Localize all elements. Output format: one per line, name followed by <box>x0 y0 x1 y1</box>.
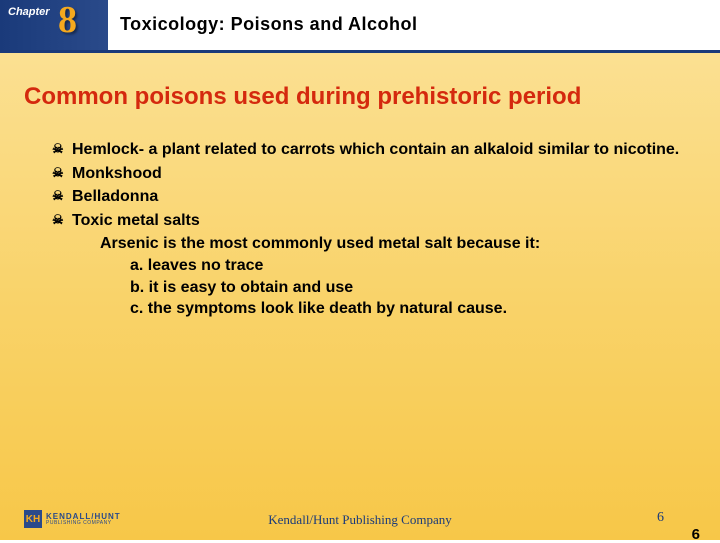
bullet-icon: ☠ <box>52 163 72 181</box>
bullet-text: Hemlock- a plant related to carrots whic… <box>72 139 679 161</box>
bullet-text: Belladonna <box>72 186 158 208</box>
chapter-label: Chapter <box>8 6 50 18</box>
bullet-text: Toxic metal salts <box>72 210 200 232</box>
bullet-list: ☠ Hemlock- a plant related to carrots wh… <box>52 139 696 320</box>
content-area: Common poisons used during prehistoric p… <box>0 53 720 540</box>
logo-sub: PUBLISHING COMPANY <box>46 521 121 526</box>
bullet-icon: ☠ <box>52 139 72 157</box>
bullet-text: Monkshood <box>72 163 162 185</box>
header-bar: Chapter 8 Toxicology: Poisons and Alcoho… <box>0 0 720 50</box>
list-item: ☠ Monkshood <box>52 163 696 185</box>
footer-publisher: Kendall/Hunt Publishing Company <box>268 512 451 528</box>
logo-text: KENDALL/HUNT PUBLISHING COMPANY <box>46 513 121 526</box>
header-title: Toxicology: Poisons and Alcohol <box>120 14 418 35</box>
footer-page-a: 6 <box>657 510 664 526</box>
footer-page-b: 6 <box>692 526 700 543</box>
chapter-number: 8 <box>58 0 77 42</box>
list-item: ☠ Belladonna <box>52 186 696 208</box>
sub-item: b. it is easy to obtain and use <box>130 277 696 299</box>
logo-icon: KH <box>24 510 42 528</box>
bullet-icon: ☠ <box>52 210 72 228</box>
bullet-icon: ☠ <box>52 186 72 204</box>
list-item: ☠ Toxic metal salts <box>52 210 696 232</box>
publisher-logo: KH KENDALL/HUNT PUBLISHING COMPANY <box>24 510 121 528</box>
sub-line: Arsenic is the most commonly used metal … <box>100 233 696 255</box>
sub-item: a. leaves no trace <box>130 255 696 277</box>
slide-title: Common poisons used during prehistoric p… <box>24 83 696 111</box>
list-item: ☠ Hemlock- a plant related to carrots wh… <box>52 139 696 161</box>
sub-item: c. the symptoms look like death by natur… <box>130 298 696 320</box>
